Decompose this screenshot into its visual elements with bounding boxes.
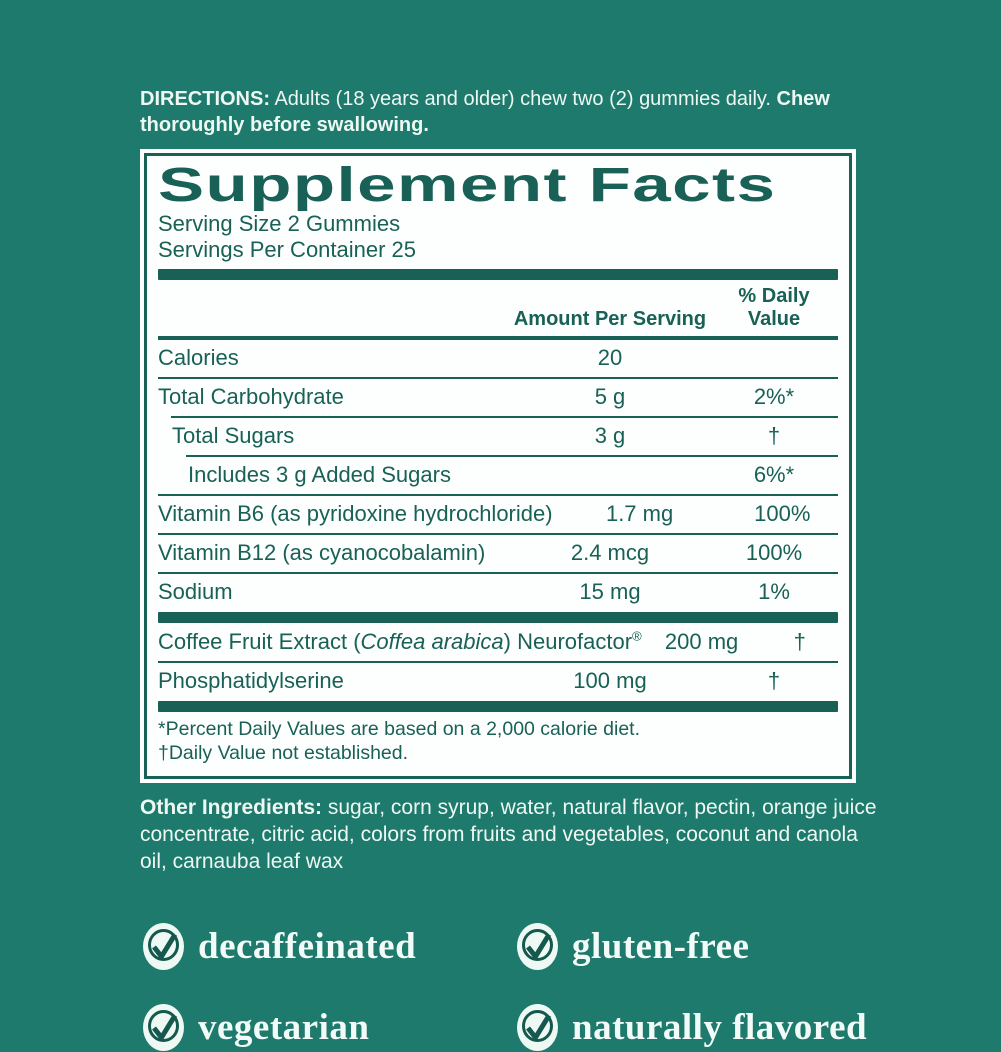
check-circle-icon: [517, 922, 558, 970]
separator-thin-indent: [171, 415, 838, 418]
badge-label: naturally flavored: [572, 1006, 868, 1048]
check-circle-icon: [143, 922, 184, 970]
fact-row-added-sugars: Includes 3 g Added Sugars 6%*: [188, 461, 795, 487]
badge-label: vegetarian: [198, 1006, 370, 1048]
fact-row-calories: Calories 20: [158, 344, 623, 370]
badge-gluten-free: gluten-free: [516, 922, 872, 971]
registered-mark: ®: [632, 628, 642, 644]
badge-label: decaffeinated: [198, 925, 417, 967]
latin-name: Coffea arabica: [360, 628, 504, 654]
badge-naturally-flavored: naturally flavored: [516, 1003, 872, 1052]
separator-thin: [158, 376, 838, 379]
badge-vegetarian: vegetarian: [142, 1003, 516, 1052]
header-amount-per-serving: Amount Per Serving: [513, 307, 707, 330]
fact-row-vitamin-b12: Vitamin B12 (as cyanocobalamin) 2.4 mcg …: [158, 539, 803, 565]
header-daily-value: % Daily Value: [738, 284, 810, 330]
fact-row-total-carbohydrate: Total Carbohydrate 5 g 2%*: [158, 383, 795, 409]
other-ingredients-label: Other Ingredients:: [140, 795, 323, 819]
separator-thin: [158, 493, 838, 496]
separator-thick: [158, 611, 838, 623]
check-circle-icon: [517, 1003, 558, 1051]
separator-medium: [158, 335, 838, 340]
fact-row-sodium: Sodium 15 mg 1%: [158, 578, 790, 604]
fact-row-coffee-fruit-extract: Coffee Fruit Extract (Coffea arabica) Ne…: [158, 628, 806, 654]
feature-badges: decaffeinated gluten-free vegetarian: [142, 922, 872, 1052]
directions-label: DIRECTIONS:: [140, 88, 270, 110]
separator-thin-indent: [186, 454, 838, 457]
directions-bold-tail: Chew thoroughly before swallowing.: [140, 88, 830, 137]
fact-row-total-sugars: Total Sugars 3 g †: [172, 422, 781, 448]
footnotes: *Percent Daily Values are based on a 2,0…: [158, 713, 838, 768]
badge-label: gluten-free: [572, 925, 750, 967]
directions-text: DIRECTIONS: Adults (18 years and older) …: [140, 86, 872, 139]
label-content: DIRECTIONS: Adults (18 years and older) …: [140, 86, 877, 1052]
facts-header-row: Amount Per Serving % Daily Value: [158, 281, 838, 336]
separator-thin: [158, 532, 838, 535]
separator-thick: [158, 700, 838, 712]
other-ingredients: Other Ingredients: sugar, corn syrup, wa…: [140, 794, 882, 876]
fact-row-phosphatidylserine: Phosphatidylserine 100 mg †: [158, 667, 781, 693]
check-circle-icon: [143, 1003, 184, 1051]
separator-thin: [158, 660, 838, 663]
separator-thin: [158, 571, 838, 574]
footnote-dv-not-established: †Daily Value not established.: [158, 742, 409, 765]
servings-per-container: Servings Per Container 25: [158, 237, 417, 263]
other-ingredients-list: sugar, corn syrup, water, natural flavor…: [140, 795, 877, 874]
separator-thick: [158, 268, 838, 280]
directions-body: Adults (18 years and older) chew two (2)…: [270, 88, 777, 110]
serving-size: Serving Size 2 Gummies: [158, 210, 401, 236]
footnote-daily-values: *Percent Daily Values are based on a 2,0…: [158, 717, 641, 740]
badge-decaffeinated: decaffeinated: [142, 922, 516, 971]
fact-row-vitamin-b6: Vitamin B6 (as pyridoxine hydrochloride)…: [158, 500, 811, 526]
supplement-facts-title: Supplement Facts: [158, 158, 777, 212]
supplement-facts-panel: Supplement Facts Serving Size 2 Gummies …: [144, 152, 852, 779]
